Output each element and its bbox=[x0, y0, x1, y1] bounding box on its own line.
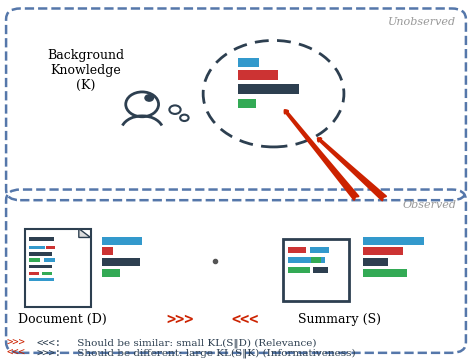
FancyBboxPatch shape bbox=[29, 265, 52, 268]
Text: Summary (S): Summary (S) bbox=[298, 312, 381, 325]
FancyBboxPatch shape bbox=[238, 58, 260, 67]
Text: Background
Knowledge
(K): Background Knowledge (K) bbox=[47, 49, 125, 92]
FancyBboxPatch shape bbox=[29, 237, 54, 241]
Text: Should be different: large KL(S‖K) (Informativeness): Should be different: large KL(S‖K) (Info… bbox=[74, 348, 356, 357]
FancyBboxPatch shape bbox=[238, 84, 299, 94]
FancyBboxPatch shape bbox=[102, 258, 140, 266]
FancyBboxPatch shape bbox=[29, 252, 52, 256]
FancyBboxPatch shape bbox=[311, 257, 321, 263]
FancyBboxPatch shape bbox=[238, 70, 278, 80]
Text: <<<: <<< bbox=[6, 348, 25, 358]
FancyBboxPatch shape bbox=[102, 269, 120, 276]
FancyBboxPatch shape bbox=[25, 229, 91, 307]
Circle shape bbox=[145, 95, 153, 101]
FancyBboxPatch shape bbox=[287, 257, 325, 263]
FancyBboxPatch shape bbox=[29, 271, 39, 275]
Text: <<<: <<< bbox=[232, 312, 259, 327]
FancyBboxPatch shape bbox=[102, 237, 142, 244]
FancyBboxPatch shape bbox=[43, 258, 55, 262]
FancyBboxPatch shape bbox=[102, 247, 113, 255]
FancyBboxPatch shape bbox=[287, 266, 310, 273]
FancyBboxPatch shape bbox=[362, 247, 403, 255]
FancyBboxPatch shape bbox=[29, 278, 54, 281]
Text: >>>: >>> bbox=[6, 338, 25, 348]
Text: Unobserved: Unobserved bbox=[388, 17, 456, 27]
Text: Observed: Observed bbox=[403, 200, 456, 210]
Text: >>>: >>> bbox=[166, 312, 194, 327]
Text: Document (D): Document (D) bbox=[18, 312, 107, 325]
FancyBboxPatch shape bbox=[42, 271, 52, 275]
FancyBboxPatch shape bbox=[310, 247, 329, 253]
FancyBboxPatch shape bbox=[362, 258, 388, 266]
FancyBboxPatch shape bbox=[362, 237, 424, 244]
FancyBboxPatch shape bbox=[238, 99, 256, 108]
Text: Should be similar: small KL(S‖D) (Relevance): Should be similar: small KL(S‖D) (Releva… bbox=[74, 338, 317, 348]
Text: >>>:: >>>: bbox=[37, 348, 61, 358]
FancyBboxPatch shape bbox=[362, 269, 407, 276]
FancyBboxPatch shape bbox=[46, 246, 55, 249]
Polygon shape bbox=[79, 229, 91, 238]
FancyBboxPatch shape bbox=[287, 247, 306, 253]
FancyBboxPatch shape bbox=[283, 239, 349, 301]
FancyBboxPatch shape bbox=[29, 258, 40, 262]
FancyBboxPatch shape bbox=[29, 246, 45, 249]
FancyBboxPatch shape bbox=[313, 266, 329, 273]
Text: <<<:: <<<: bbox=[37, 338, 61, 348]
